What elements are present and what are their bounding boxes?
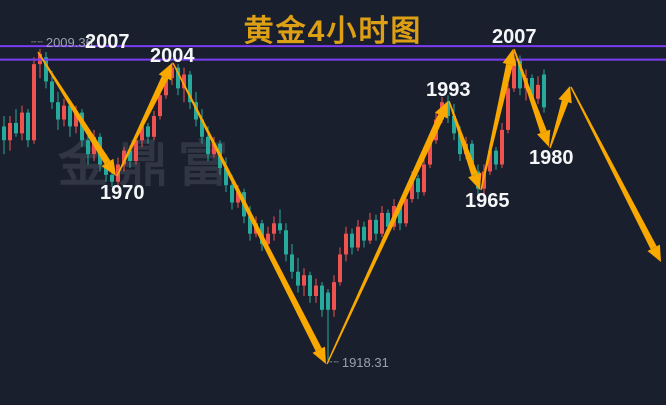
trend-arrow-shaft xyxy=(549,100,569,149)
trend-arrowhead xyxy=(101,158,116,176)
candle-body xyxy=(62,105,66,120)
candle-body xyxy=(506,88,510,130)
candle-body xyxy=(20,112,24,134)
trend-arrow-shaft xyxy=(448,100,478,177)
candle-body xyxy=(164,77,168,96)
candle-body xyxy=(320,285,324,310)
candle-body xyxy=(86,140,90,155)
candle-body xyxy=(302,275,306,286)
trend-arrow-shaft xyxy=(513,48,547,134)
trend-arrow-shaft xyxy=(172,62,322,352)
candle-body xyxy=(206,136,210,155)
candle-body xyxy=(290,254,294,272)
candle-body xyxy=(326,292,330,310)
candle-body xyxy=(14,122,18,134)
candle-body xyxy=(272,223,276,234)
candle-body xyxy=(8,122,12,141)
candle-body xyxy=(140,126,144,141)
candle-body xyxy=(26,112,30,141)
trend-arrowhead xyxy=(537,129,551,147)
candle-body xyxy=(68,105,72,127)
candle-body xyxy=(176,67,180,89)
candle-body xyxy=(50,81,54,103)
candle-body xyxy=(410,178,414,200)
candle-body xyxy=(422,164,426,193)
trend-arrow-shaft xyxy=(570,86,657,250)
candle-body xyxy=(452,116,456,134)
candle-body xyxy=(104,164,108,175)
candle-body xyxy=(332,282,336,310)
candle-body xyxy=(296,271,300,286)
candle-body xyxy=(446,102,450,117)
candle-body xyxy=(170,67,174,78)
candle-body xyxy=(44,57,48,82)
candle-body xyxy=(338,254,342,283)
candle-body xyxy=(308,275,312,296)
candle-body xyxy=(134,140,138,162)
candle-body xyxy=(500,129,504,165)
candle-body xyxy=(278,223,282,231)
trend-arrow-shaft xyxy=(37,51,111,165)
candle-body xyxy=(518,60,522,89)
trend-arrow-shaft xyxy=(326,114,445,365)
candle-body xyxy=(188,74,192,103)
candle-body xyxy=(374,219,378,234)
candle-body xyxy=(146,126,150,137)
candle-body xyxy=(398,206,402,224)
trend-arrowhead xyxy=(647,244,661,262)
candle-body xyxy=(152,116,156,137)
candle-body xyxy=(488,150,492,172)
trend-arrowhead xyxy=(312,346,326,364)
candle-body xyxy=(512,60,516,89)
candle-body xyxy=(56,102,60,120)
trend-arrow-shaft xyxy=(116,75,169,177)
candle-body xyxy=(458,133,462,155)
candle-body xyxy=(224,167,228,186)
candle-body xyxy=(380,212,384,234)
candle-body xyxy=(344,233,348,255)
candle-body xyxy=(128,150,132,162)
candle-body xyxy=(350,233,354,248)
candle-body xyxy=(368,219,372,241)
candle-body xyxy=(110,174,114,182)
candle-body xyxy=(470,143,474,172)
trend-arrowhead xyxy=(434,101,448,119)
candle-body xyxy=(194,102,198,120)
trend-arrowhead xyxy=(558,86,572,104)
candle-body xyxy=(200,119,204,137)
candle-body xyxy=(386,212,390,227)
page-title: 黄金4小时图 xyxy=(243,15,423,48)
candle-body xyxy=(416,178,420,193)
candle-body xyxy=(536,84,540,99)
candle-body xyxy=(248,216,252,234)
candle-body xyxy=(284,230,288,255)
candle-body xyxy=(362,226,366,241)
candle-body xyxy=(32,64,36,141)
candle-body xyxy=(182,74,186,89)
candle-body xyxy=(74,112,78,127)
trend-arrowhead xyxy=(468,172,482,190)
candle-body xyxy=(2,126,6,141)
candle-body xyxy=(356,226,360,248)
candle-body xyxy=(542,74,546,108)
candle-body xyxy=(404,199,408,224)
candle-body xyxy=(158,95,162,117)
candle-body xyxy=(122,150,126,165)
trend-arrowhead xyxy=(158,63,172,81)
candle-body xyxy=(314,285,318,296)
candle-body xyxy=(428,140,432,165)
candle-body xyxy=(530,77,534,99)
candle-body xyxy=(266,233,270,245)
trend-arrowhead xyxy=(502,49,517,67)
candle-body xyxy=(494,150,498,165)
candle-body xyxy=(230,185,234,203)
candle-body xyxy=(212,143,216,155)
trend-arrow-shaft xyxy=(480,63,513,191)
candle-body xyxy=(236,192,240,203)
